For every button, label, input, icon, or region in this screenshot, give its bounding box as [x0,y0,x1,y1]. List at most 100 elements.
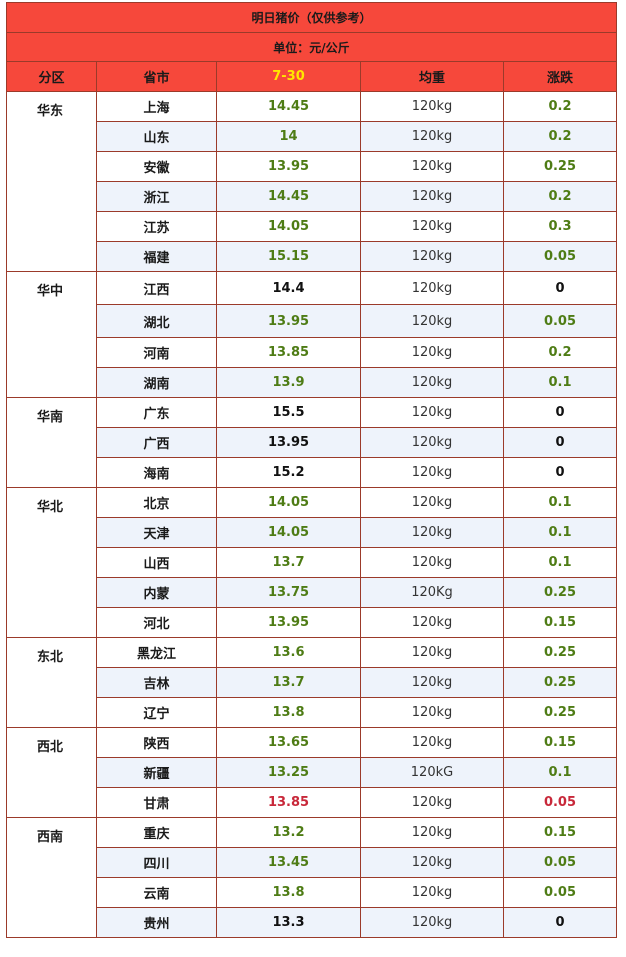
change-cell: 0.2 [503,121,617,152]
price-cell: 13.95 [216,304,361,338]
table-row: 西北 陕西 13.65 120kg 0.15 [6,727,617,818]
table-row: 广西 13.95 120kg 0 [7,427,617,458]
province-cell: 内蒙 [96,577,217,608]
change-cell: 0.25 [503,697,617,728]
province-cell: 重庆 [96,817,217,848]
table-row: 甘肃 13.85 120kg 0.05 [7,787,617,818]
change-cell: 0.05 [503,847,617,878]
table-row: 东北 黑龙江 13.6 120kg 0.25 [6,637,617,728]
price-cell: 13.45 [216,847,361,878]
change-cell: 0.05 [503,877,617,908]
price-cell: 13.95 [216,151,361,182]
table-row: 辽宁 13.8 120kg 0.25 [7,697,617,728]
change-cell: 0 [503,271,617,305]
province-cell: 陕西 [96,727,217,758]
region-cell: 华中 [6,271,97,398]
table-row: 新疆 13.25 120kG 0.1 [7,757,617,788]
province-cell: 浙江 [96,181,217,212]
weight-cell: 120kg [360,607,504,638]
header-region: 分区 [6,61,97,92]
table-row: 云南 13.8 120kg 0.05 [7,877,617,908]
change-cell: 0.15 [503,817,617,848]
change-cell: 0 [503,457,617,488]
weight-cell: 120kg [360,241,504,272]
change-cell: 0.05 [503,304,617,338]
change-cell: 0.05 [503,787,617,818]
weight-cell: 120kg [360,121,504,152]
header-province: 省市 [96,61,217,92]
table-row: 华中 江西 14.4 120kg 0 [6,271,617,398]
price-cell: 13.9 [216,367,361,398]
change-cell: 0.2 [503,181,617,212]
province-cell: 河北 [96,607,217,638]
province-cell: 海南 [96,457,217,488]
table-row: 吉林 13.7 120kg 0.25 [7,667,617,698]
price-cell: 13.85 [216,787,361,818]
table-row: 福建 15.15 120kg 0.05 [7,241,617,272]
price-cell: 13.8 [216,697,361,728]
province-cell: 吉林 [96,667,217,698]
change-cell: 0.25 [503,151,617,182]
weight-cell: 120kg [360,151,504,182]
table-row: 湖南 13.9 120kg 0.1 [7,367,617,398]
table-row: 天津 14.05 120kg 0.1 [7,517,617,548]
table-row: 江苏 14.05 120kg 0.3 [7,211,617,242]
weight-cell: 120kg [360,907,504,938]
province-cell: 江西 [96,271,217,305]
price-cell: 14.4 [216,271,361,305]
table-row: 西南 重庆 13.2 120kg 0.15 [6,817,617,938]
province-cell: 四川 [96,847,217,878]
table-row: 内蒙 13.75 120Kg 0.25 [7,577,617,608]
price-cell: 13.85 [216,337,361,368]
region-cell: 东北 [6,637,97,728]
weight-cell: 120kg [360,877,504,908]
province-cell: 山东 [96,121,217,152]
region-cell: 华南 [6,397,97,488]
change-cell: 0.15 [503,727,617,758]
change-cell: 0.25 [503,667,617,698]
province-cell: 黑龙江 [96,637,217,668]
change-cell: 0.25 [503,637,617,668]
weight-cell: 120kg [360,367,504,398]
price-cell: 14.45 [216,181,361,212]
weight-cell: 120kg [360,337,504,368]
table-row: 华东 上海 14.45 120kg 0.2 [6,91,617,272]
weight-cell: 120kg [360,547,504,578]
region-cell: 华北 [6,487,97,638]
price-cell: 14.05 [216,487,361,518]
weight-cell: 120kg [360,397,504,428]
change-cell: 0.1 [503,517,617,548]
price-cell: 13.2 [216,817,361,848]
weight-cell: 120kg [360,847,504,878]
unit-row: 单位：元/公斤 [6,32,617,62]
table-title: 明日猪价（仅供参考） [6,2,617,33]
price-cell: 13.7 [216,667,361,698]
region-cell: 西北 [6,727,97,818]
change-cell: 0.2 [503,337,617,368]
weight-cell: 120Kg [360,577,504,608]
change-cell: 0 [503,397,617,428]
table-row: 浙江 14.45 120kg 0.2 [7,181,617,212]
weight-cell: 120kg [360,457,504,488]
price-cell: 13.3 [216,907,361,938]
table-row: 山东 14 120kg 0.2 [7,121,617,152]
weight-cell: 120kg [360,304,504,338]
weight-cell: 120kg [360,271,504,305]
price-cell: 15.5 [216,397,361,428]
province-cell: 甘肃 [96,787,217,818]
price-cell: 13.6 [216,637,361,668]
province-cell: 贵州 [96,907,217,938]
price-cell: 13.7 [216,547,361,578]
price-cell: 14.45 [216,91,361,122]
weight-cell: 120kg [360,727,504,758]
change-cell: 0.2 [503,91,617,122]
province-cell: 福建 [96,241,217,272]
weight-cell: 120kg [360,697,504,728]
unit-label: 单位：元/公斤 [6,32,617,62]
change-cell: 0.15 [503,607,617,638]
province-cell: 河南 [96,337,217,368]
change-cell: 0 [503,427,617,458]
change-cell: 0.1 [503,367,617,398]
pig-price-table: 明日猪价（仅供参考） 单位：元/公斤 分区 省市 7-30 均重 涨跌 华东 上海… [6,2,617,938]
region-cell: 华东 [6,91,97,272]
